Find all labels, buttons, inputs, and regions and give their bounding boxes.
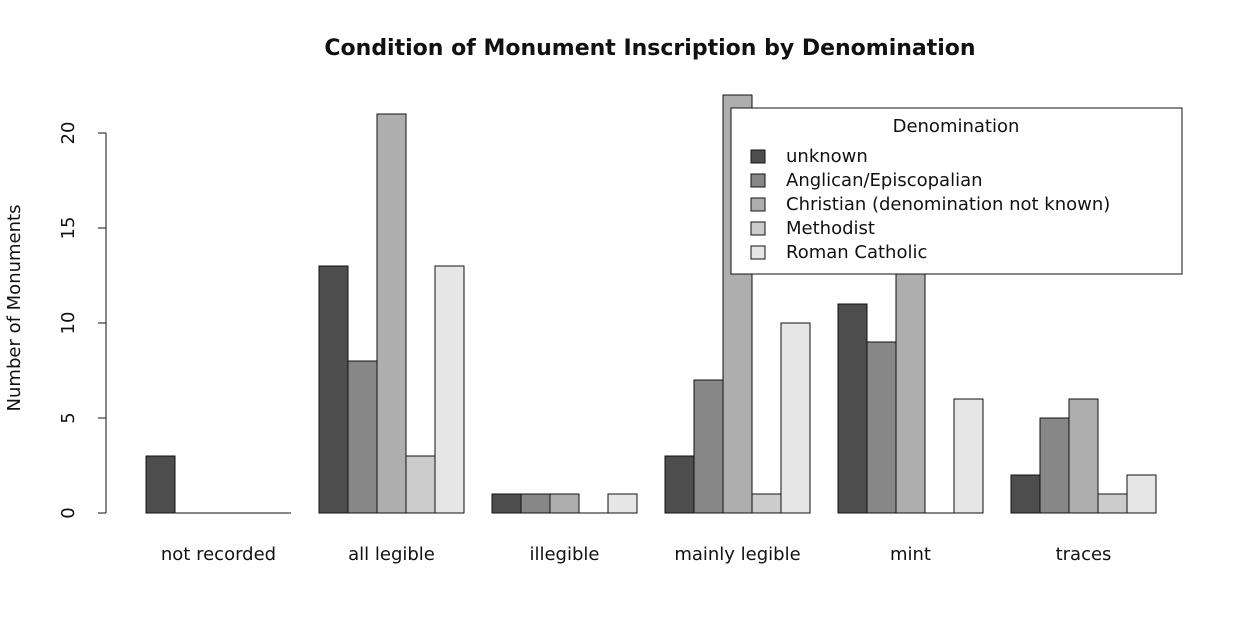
- x-category-label: illegible: [529, 544, 599, 565]
- x-category-label: mint: [890, 544, 931, 565]
- legend-swatch: [750, 197, 766, 212]
- bar: [1039, 417, 1070, 514]
- legend-swatch: [750, 149, 766, 164]
- legend-label: Methodist: [786, 218, 875, 239]
- legend-title: Denomination: [893, 116, 1020, 137]
- bar: [953, 398, 984, 514]
- x-category-label: all legible: [348, 544, 435, 565]
- bar: [1097, 493, 1128, 514]
- bar-group: [1010, 398, 1157, 514]
- bar: [491, 493, 522, 514]
- bar: [145, 455, 176, 514]
- legend-label: Roman Catholic: [786, 242, 927, 263]
- bar: [376, 113, 407, 514]
- bars: [145, 94, 1157, 514]
- bar: [837, 303, 868, 514]
- bar: [866, 341, 897, 514]
- legend-swatch: [750, 245, 766, 260]
- bar: [607, 493, 638, 514]
- legend-label: Anglican/Episcopalian: [786, 170, 983, 191]
- x-category-label: traces: [1056, 544, 1112, 565]
- y-tick-label: 10: [58, 312, 79, 335]
- bar: [318, 265, 349, 514]
- bar-group: [491, 493, 638, 514]
- bar-group: [145, 455, 291, 514]
- y-axis: 0 5 10 15 20: [58, 122, 107, 519]
- y-tick-label: 15: [58, 217, 79, 240]
- bar: [664, 455, 695, 514]
- bar: [347, 360, 378, 514]
- bar: [405, 455, 436, 514]
- bar: [520, 493, 551, 514]
- bar: [751, 493, 782, 514]
- bar: [693, 379, 724, 514]
- bar: [434, 265, 465, 514]
- bar: [1010, 474, 1041, 514]
- legend-swatch: [750, 221, 766, 236]
- y-axis-label: Number of Monuments: [4, 205, 25, 412]
- legend: Denomination unknown Anglican/Episcopalia…: [730, 107, 1183, 275]
- x-category-label: not recorded: [161, 544, 276, 565]
- y-tick-label: 5: [58, 412, 79, 423]
- category-labels: not recorded all legible illegible mainly l…: [161, 544, 1112, 565]
- y-tick-label: 20: [58, 122, 79, 145]
- bar: [1068, 398, 1099, 514]
- bar: [780, 322, 811, 514]
- x-category-label: mainly legible: [674, 544, 800, 565]
- legend-swatch: [750, 173, 766, 188]
- legend-label: Christian (denomination not known): [786, 194, 1110, 215]
- legend-box: [730, 107, 1183, 275]
- bar: [549, 493, 580, 514]
- bar-group: [318, 113, 465, 514]
- legend-label: unknown: [786, 146, 868, 167]
- y-tick-label: 0: [58, 507, 79, 518]
- chart-title: Condition of Monument Inscription by Den…: [324, 36, 975, 61]
- bar: [1126, 474, 1157, 514]
